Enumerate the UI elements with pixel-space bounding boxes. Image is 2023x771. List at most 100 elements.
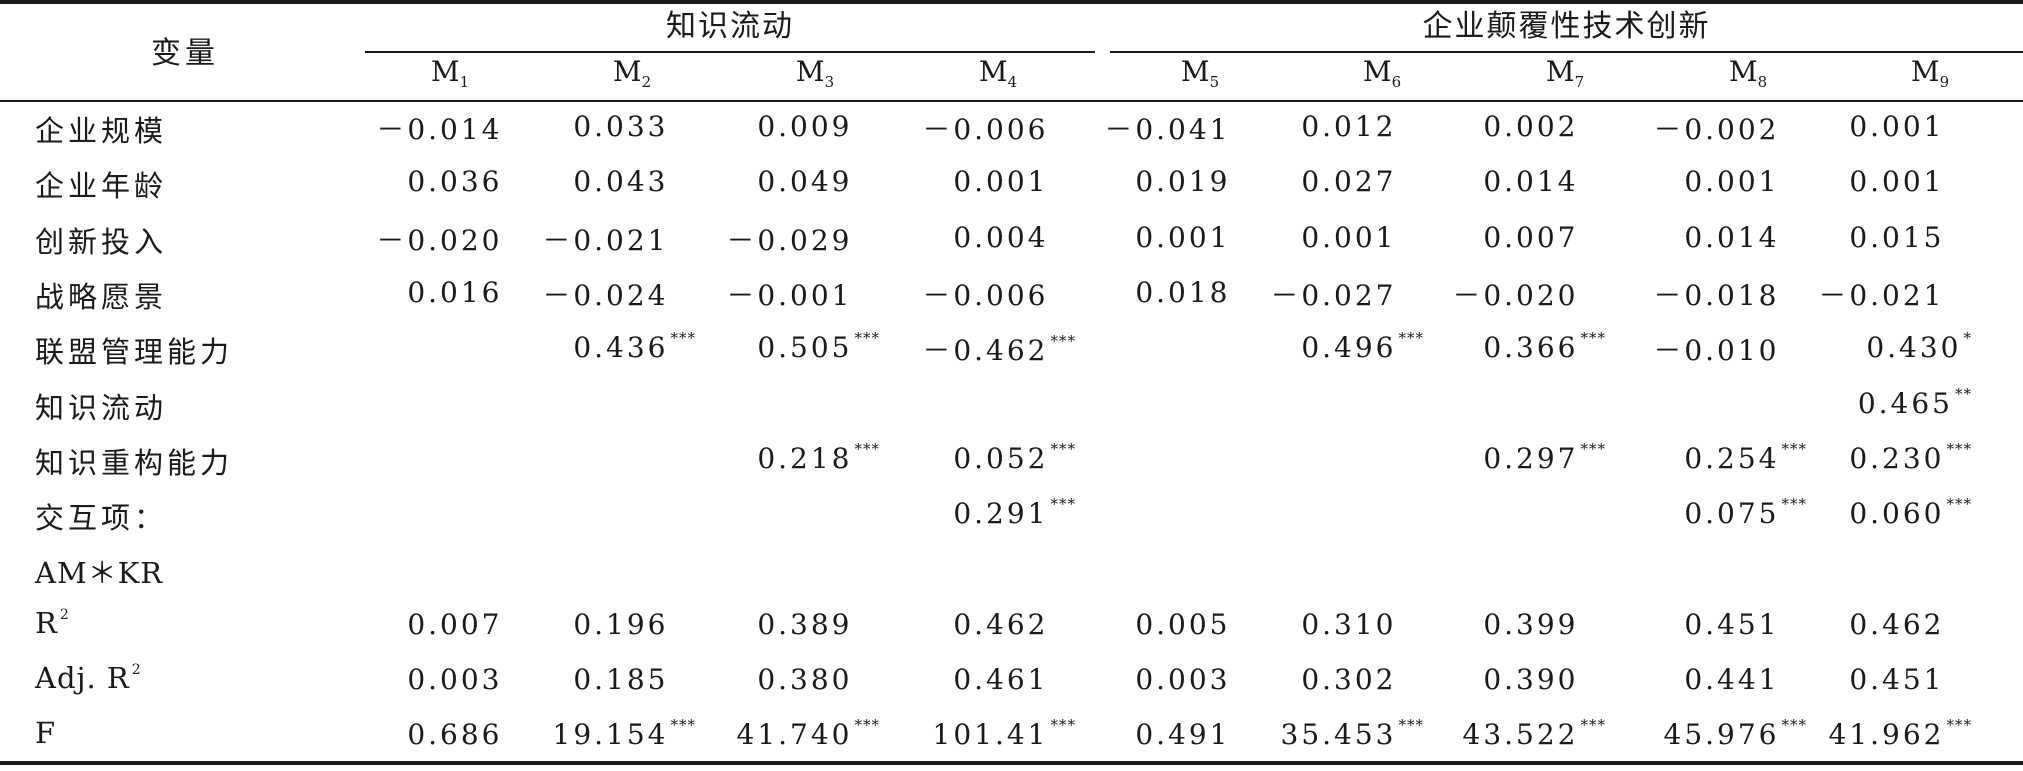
cell-value: 0.291	[953, 497, 1049, 531]
cell-value: 0.380	[757, 663, 853, 696]
table-cell: －0.021***	[1818, 274, 1972, 314]
cell-value: 0.027	[1301, 165, 1397, 199]
significance-marker: ***	[854, 716, 880, 735]
row-label-text: 交互项：	[35, 501, 168, 536]
model-header-9: M9	[1855, 55, 2005, 91]
table-cell: 0.686***	[407, 716, 530, 751]
significance-marker: ***	[1050, 495, 1076, 514]
model-letter: M	[978, 55, 1008, 88]
table-cell: －0.001***	[726, 274, 880, 314]
cell-value: 0.009	[757, 110, 853, 143]
table-cell: 0.366 ***	[1483, 329, 1606, 364]
cell-value: －0.020	[1452, 278, 1579, 312]
table-cell: 0.007***	[1483, 219, 1606, 254]
table-cell: －0.002***	[1653, 108, 1807, 148]
cell-value: 0.451	[1684, 607, 1780, 641]
cell-value: 0.436	[573, 331, 669, 365]
row-label-text: 企业年龄	[35, 169, 168, 204]
row-label-text: 知识流动	[35, 390, 168, 425]
cell-value: －0.024	[542, 278, 669, 312]
model-letter: M	[1545, 55, 1575, 88]
significance-marker: ***	[1580, 329, 1606, 348]
cell-value: 0.003	[1135, 663, 1231, 696]
table-cell: －0.462 ***	[922, 329, 1076, 369]
cell-value: 0.018	[1135, 275, 1231, 309]
model-header-4: M4	[923, 55, 1073, 91]
cell-value: 0.001	[1135, 220, 1231, 254]
table-cell: 0.451***	[1684, 606, 1807, 641]
cell-value: －0.020	[376, 223, 503, 257]
table-cell: 0.036***	[407, 163, 530, 198]
table-cell: 0.001***	[1301, 219, 1424, 254]
table-cell: 0.310***	[1301, 606, 1424, 641]
table-row: R2 0.007*** 0.196*** 0.389*** 0.462*** 0.005*…	[0, 606, 2023, 661]
table-cell: 0.052 ***	[953, 440, 1076, 475]
cell-value: －0.002	[1653, 113, 1780, 146]
group-rule-disruptive-innovation	[1110, 51, 2023, 53]
row-label-text: R	[35, 605, 58, 640]
model-header-7: M7	[1490, 55, 1640, 91]
model-subscript: 4	[1007, 73, 1018, 91]
cell-value: 0.016	[407, 275, 503, 309]
model-subscript: 1	[459, 73, 470, 91]
model-letter: M	[430, 55, 460, 88]
significance-marker: ***	[1398, 329, 1424, 348]
significance-marker: ***	[1050, 439, 1076, 458]
table-cell: 0.043***	[573, 163, 696, 198]
model-subscript: 5	[1209, 73, 1220, 91]
table-cell: 0.018***	[1135, 274, 1258, 309]
table-row: 交互项： 0.291 *** 0.075 *** 0.060 ***	[0, 495, 2023, 550]
cell-value: 43.522	[1462, 718, 1579, 752]
cell-value: 0.254	[1684, 441, 1780, 475]
model-subscript: 3	[824, 73, 835, 91]
model-letter: M	[1728, 55, 1758, 88]
cell-value: 0.004	[953, 220, 1049, 254]
cell-value: －0.462	[922, 334, 1049, 368]
cell-value: －0.041	[1104, 113, 1231, 146]
table-cell: 0.014***	[1483, 163, 1606, 198]
table-cell: 0.462***	[953, 606, 1076, 641]
cell-value: 41.962	[1828, 718, 1945, 752]
row-label-text: 战略愿景	[35, 279, 168, 314]
table-cell: 0.380***	[757, 661, 880, 696]
row-label: F	[35, 716, 56, 750]
significance-marker: ***	[1781, 716, 1807, 735]
table-cell: －0.020***	[376, 219, 530, 259]
cell-value: 0.451	[1849, 663, 1945, 696]
model-letter: M	[795, 55, 825, 88]
significance-marker: ***	[1050, 716, 1076, 735]
cell-value: 0.001	[1849, 165, 1945, 199]
cell-value: 0.491	[1135, 718, 1231, 752]
cell-value: 0.001	[1301, 220, 1397, 254]
cell-value: 0.014	[1684, 220, 1780, 254]
table-cell: 0.491***	[1135, 716, 1258, 751]
cell-value: 0.218	[757, 441, 853, 475]
row-label: AM＊KR	[35, 550, 163, 592]
row-label-superscript: 2	[131, 662, 141, 678]
table-row: 知识重构能力 0.218 *** 0.052 *** 0.297 *** 0.254 *** 0.…	[0, 440, 2023, 495]
table-cell: 0.185***	[573, 661, 696, 696]
cell-value: 0.399	[1483, 607, 1579, 641]
cell-value: －0.018	[1653, 278, 1780, 312]
cell-value: 0.015	[1849, 220, 1945, 254]
model-letter: M	[1362, 55, 1392, 88]
table-cell: 0.075 ***	[1684, 495, 1807, 530]
significance-marker: ***	[854, 439, 880, 458]
table-cell: 0.049***	[757, 163, 880, 198]
row-label: 联盟管理能力	[35, 329, 233, 371]
group-header-knowledge-flow: 知识流动	[666, 9, 794, 44]
model-header-3: M3	[740, 55, 890, 91]
table-cell: 0.033***	[573, 108, 696, 143]
model-header-1: M1	[375, 55, 525, 91]
table-row: 企业规模－0.014***0.033***0.009***－0.006***－0…	[0, 108, 2023, 163]
row-label: 企业年龄	[35, 163, 167, 205]
model-header-2: M2	[557, 55, 707, 91]
table-cell: 0.218 ***	[757, 440, 880, 475]
cell-value: －0.006	[922, 278, 1049, 312]
table-cell: －0.018***	[1653, 274, 1807, 314]
table-cell: 0.505 ***	[757, 329, 880, 364]
model-subscript: 8	[1757, 73, 1768, 91]
table-cell: 19.154 ***	[553, 716, 696, 751]
table-row: 创新投入－0.020***－0.021***－0.029***0.004***0…	[0, 219, 2023, 274]
row-label-text: Adj. R	[35, 661, 130, 695]
